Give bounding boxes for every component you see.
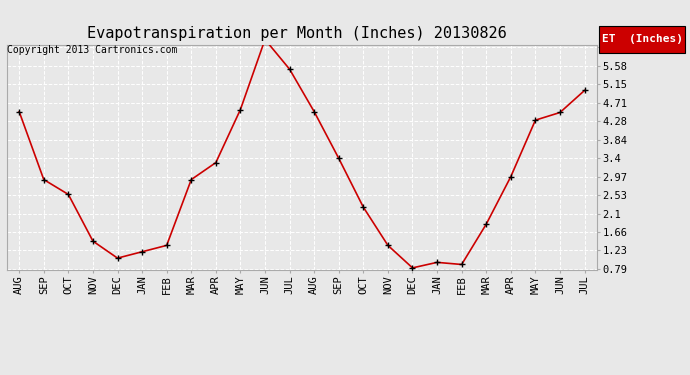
Text: Copyright 2013 Cartronics.com: Copyright 2013 Cartronics.com [7,45,177,55]
Text: Evapotranspiration per Month (Inches) 20130826: Evapotranspiration per Month (Inches) 20… [87,26,506,41]
Text: ET  (Inches): ET (Inches) [602,34,682,44]
